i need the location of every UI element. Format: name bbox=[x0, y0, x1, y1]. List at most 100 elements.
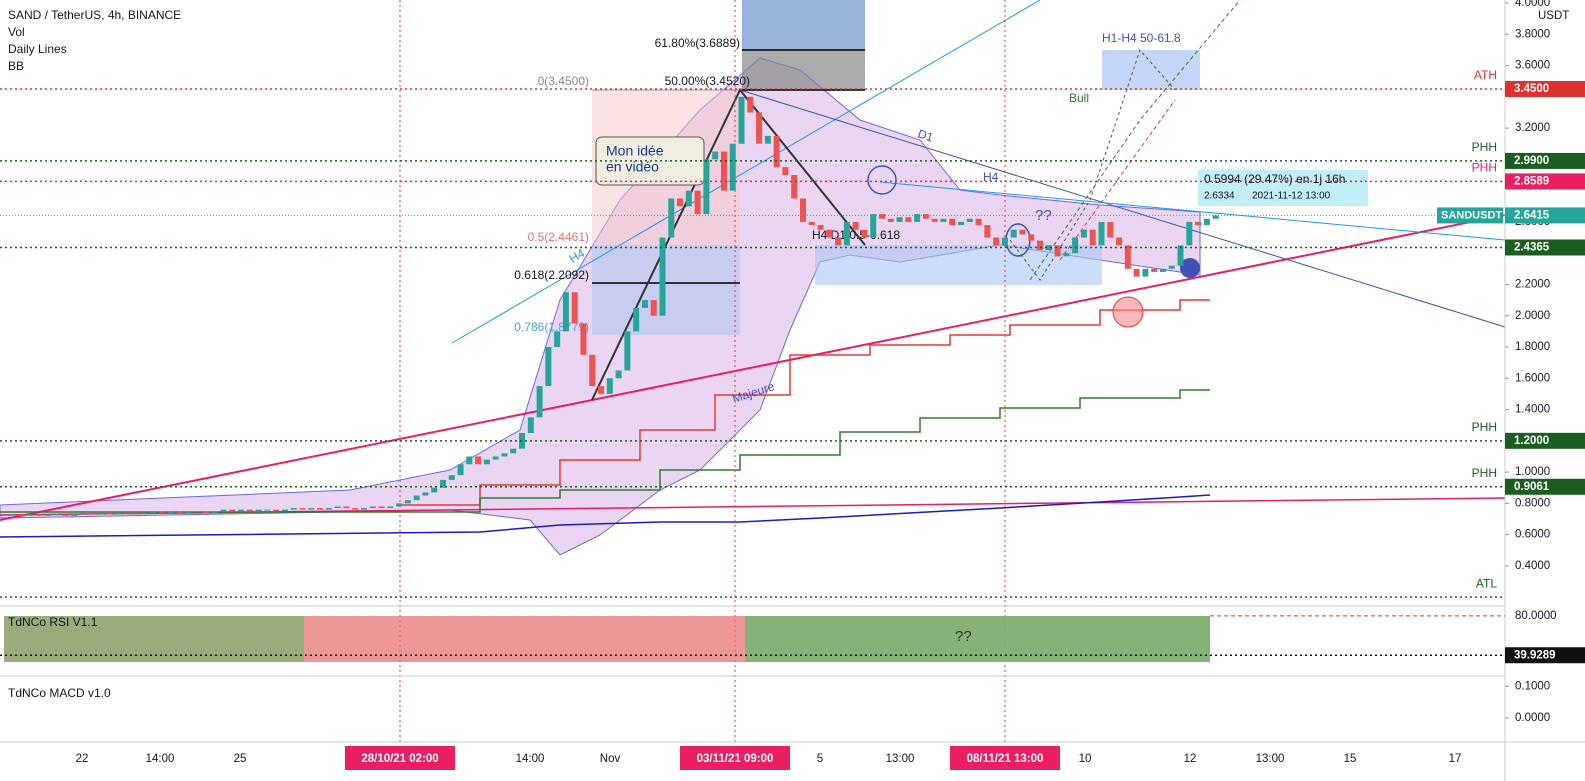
level-name: PHH bbox=[1472, 161, 1497, 175]
candle bbox=[756, 112, 763, 144]
candle bbox=[905, 217, 912, 222]
candle bbox=[519, 433, 526, 449]
candle bbox=[308, 508, 315, 510]
candle bbox=[369, 506, 376, 509]
arrow bbox=[1059, 99, 1176, 261]
candle bbox=[536, 386, 543, 418]
candle bbox=[764, 135, 771, 144]
price-tag bbox=[1505, 478, 1585, 495]
candle bbox=[9, 514, 16, 516]
fib-zone bbox=[742, 0, 865, 50]
title-block: SAND / TetherUS, 4h, BINANCE Vol Daily L… bbox=[8, 8, 1569, 700]
y-tick-label: 1.6000 bbox=[1515, 372, 1550, 384]
marker bbox=[867, 165, 897, 195]
indicator: BB bbox=[8, 59, 24, 73]
x-tick-label: 5 bbox=[817, 753, 823, 765]
price-tag bbox=[1505, 173, 1585, 190]
target-zone bbox=[815, 245, 1102, 285]
candle bbox=[949, 218, 956, 226]
candle bbox=[1028, 234, 1035, 241]
x-tick-label: 10 bbox=[1079, 753, 1092, 765]
annotation: ?? bbox=[1035, 207, 1052, 224]
candle bbox=[255, 509, 262, 512]
annotation: H4 D1 0.5-0.618 bbox=[812, 228, 900, 242]
candle bbox=[387, 506, 394, 509]
candle bbox=[378, 506, 385, 509]
candle bbox=[659, 237, 666, 316]
daily-line-blue bbox=[0, 494, 1211, 538]
candle bbox=[729, 143, 736, 191]
level-name: PHH bbox=[1472, 420, 1497, 434]
candle bbox=[422, 492, 429, 496]
price-tag bbox=[1505, 239, 1585, 256]
x-tick-label: 17 bbox=[1449, 753, 1462, 765]
candle bbox=[562, 292, 569, 332]
y-tick-label: 4.0000 bbox=[1515, 0, 1550, 9]
marker bbox=[1112, 296, 1144, 328]
candle bbox=[501, 453, 508, 457]
candle bbox=[1124, 245, 1131, 269]
candle bbox=[633, 307, 640, 332]
candle bbox=[238, 509, 245, 512]
time-highlight bbox=[950, 746, 1060, 770]
candle bbox=[220, 509, 227, 512]
candle bbox=[167, 511, 174, 513]
candle bbox=[712, 151, 719, 160]
candle bbox=[694, 190, 701, 215]
price-tag bbox=[1505, 207, 1585, 224]
marker bbox=[1180, 258, 1200, 278]
fib-zone bbox=[592, 245, 740, 335]
candle bbox=[290, 508, 297, 510]
symbol-tag-label: SANDUSDT bbox=[1441, 209, 1502, 221]
daily-line-red bbox=[400, 299, 1210, 506]
chart-title: SAND / TetherUS, 4h, BINANCE bbox=[8, 8, 181, 22]
price-tag-label: 2.8589 bbox=[1514, 175, 1549, 187]
price-tag bbox=[1505, 81, 1585, 97]
annotation: D1 bbox=[916, 127, 935, 145]
price-tag-label: 3.4500 bbox=[1514, 83, 1549, 95]
annotation: 0.5(2.4461) bbox=[528, 230, 589, 244]
daily-line-green bbox=[0, 389, 1210, 513]
annotations: Mon idée en vidéo 61.80%(3.6889) 50.00%(… bbox=[514, 31, 1345, 645]
candle bbox=[799, 198, 806, 222]
candle bbox=[159, 511, 166, 513]
candle bbox=[176, 511, 183, 513]
annotation: H4 bbox=[567, 246, 588, 266]
candle bbox=[554, 331, 561, 347]
y-tick-label: 0.4000 bbox=[1515, 560, 1550, 572]
candle bbox=[299, 508, 306, 510]
candle bbox=[1203, 218, 1210, 226]
candle bbox=[1098, 221, 1105, 246]
candle bbox=[966, 218, 973, 222]
x-tick-label: 28/10/21 02:00 bbox=[361, 753, 438, 765]
trendline bbox=[451, 0, 1041, 344]
candle bbox=[782, 167, 789, 175]
y-tick-label: 1.8000 bbox=[1515, 341, 1550, 353]
y-tick-label: 1.0000 bbox=[1515, 466, 1550, 478]
candle bbox=[150, 511, 157, 513]
candle bbox=[1142, 268, 1149, 277]
y-tick-label: 3.8000 bbox=[1515, 28, 1550, 40]
candle bbox=[922, 214, 929, 219]
fib-zone bbox=[742, 50, 865, 90]
rsi-tick-label: 80.0000 bbox=[1515, 610, 1557, 622]
candle bbox=[879, 214, 885, 219]
candle bbox=[132, 512, 139, 515]
candle bbox=[589, 354, 596, 387]
annotation: 0.786(1.8779) bbox=[514, 320, 589, 334]
annotation: H4 bbox=[983, 170, 999, 184]
candle bbox=[914, 214, 921, 222]
measure-text: 0.5994 (29.47%) en 1j 16h bbox=[1204, 172, 1345, 186]
price-tag-label: 2.6415 bbox=[1514, 209, 1550, 221]
rsi-band bbox=[4, 616, 304, 662]
macd-tick-label: 0.1000 bbox=[1515, 680, 1550, 692]
candle bbox=[606, 378, 613, 394]
candle bbox=[80, 512, 87, 515]
macd-title: TdNCo MACD v1.0 bbox=[8, 686, 111, 700]
x-tick-label: 08/11/21 13:00 bbox=[967, 753, 1044, 765]
trendline bbox=[739, 89, 1506, 328]
candle bbox=[1133, 268, 1140, 277]
x-tick-label: 25 bbox=[234, 753, 247, 765]
